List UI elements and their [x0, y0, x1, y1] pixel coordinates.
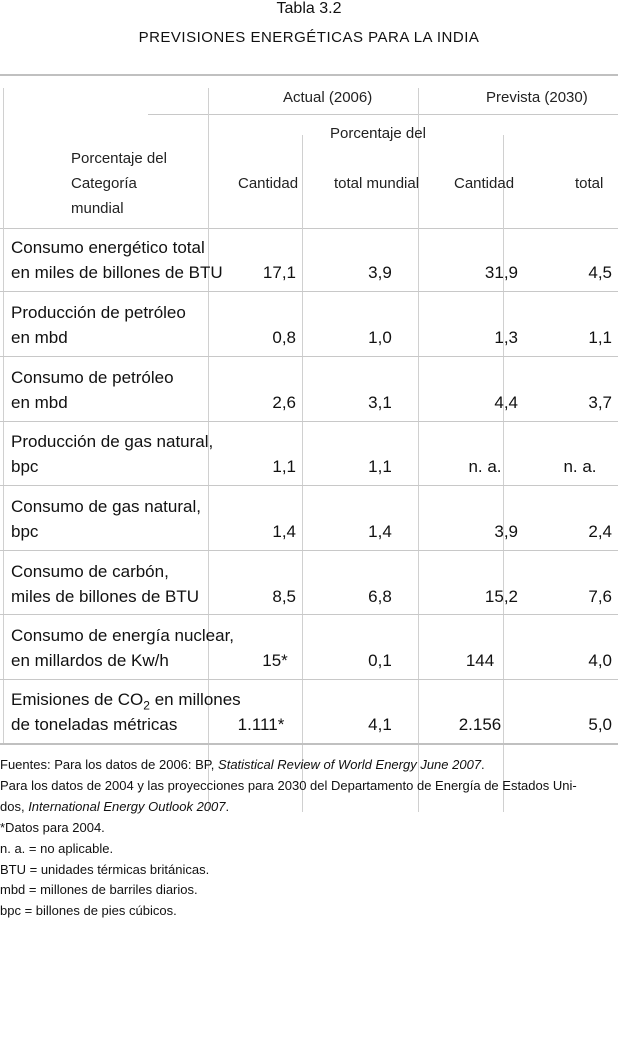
row-divider [0, 421, 618, 422]
cell-actual-cantidad: 8,5 [272, 587, 296, 606]
col-divider-2 [302, 135, 303, 812]
col-divider-3 [418, 88, 419, 812]
row-label-line1: Consumo de gas natural, [11, 497, 201, 516]
cell-prevista-cantidad: 31,9 [484, 263, 518, 282]
cell-actual-porcentaje: 1,1 [368, 457, 392, 476]
cell-actual-cantidad: 0,8 [272, 328, 296, 347]
footnote-cont-text: dos, [0, 799, 29, 814]
cell-actual-porcentaje: 3,9 [368, 263, 392, 282]
footnote-bpc: bpc = billones de pies cúbicos. [0, 903, 177, 918]
table-bottom-border [0, 743, 618, 745]
row-label-line2: de toneladas métricas [11, 715, 178, 734]
row-label-line1: Producción de petróleo [11, 303, 186, 322]
footnote-asterisk: *Datos para 2004. [0, 820, 105, 835]
cell-actual-cantidad: 1,1 [272, 457, 296, 476]
cell-prevista-porcentaje: 4,0 [588, 651, 612, 670]
row-label-line2: en mbd [11, 393, 68, 412]
footnote-cont-end: . [225, 799, 230, 814]
header-category-line3: mundial [71, 200, 124, 217]
table-top-border [0, 74, 618, 76]
cell-prevista-porcentaje: 5,0 [588, 715, 612, 734]
row-label-line1: Emisiones de CO2 en millones [11, 690, 241, 712]
row-label-line2: en mbd [11, 328, 68, 347]
footnote-btu: BTU = unidades térmicas británicas. [0, 862, 210, 877]
cell-actual-porcentaje: 1,0 [368, 328, 392, 347]
footnote-mbd: mbd = millones de barriles diarios. [0, 882, 198, 897]
row-divider [0, 291, 618, 292]
row-label-line1: Consumo de carbón, [11, 562, 169, 581]
cell-prevista-cantidad: n. a. [468, 457, 502, 476]
row-label-line2: en millardos de Kw/h [11, 651, 169, 670]
cell-prevista-cantidad: 4,4 [494, 393, 518, 412]
header-total-mundial: total mundial [334, 175, 420, 192]
cell-prevista-cantidad: 144 [465, 651, 495, 670]
left-border [3, 88, 4, 744]
cell-prevista-cantidad: 3,9 [494, 522, 518, 541]
footnote-sources: Fuentes: Para los datos de 2006: BP, Sta… [0, 755, 485, 775]
header-prevista-2030: Prevista (2030) [486, 89, 588, 106]
cell-prevista-porcentaje: 4,5 [588, 263, 612, 282]
header-actual-2006: Actual (2006) [283, 89, 373, 106]
row-divider [0, 485, 618, 486]
row-label-line2: bpc [11, 522, 39, 541]
row-divider [0, 550, 618, 551]
cell-actual-cantidad: 1.111* [237, 715, 285, 734]
footnote-cont-title: International Energy Outlook 2007 [28, 799, 226, 814]
cell-prevista-porcentaje: 1,1 [588, 328, 612, 347]
cell-actual-porcentaje: 4,1 [368, 715, 392, 734]
row-label-line1: Consumo de energía nuclear, [11, 626, 235, 645]
cell-actual-cantidad: 2,6 [272, 393, 296, 412]
row-label-line2: en miles de billones de BTU [11, 263, 223, 282]
cell-actual-porcentaje: 3,1 [368, 393, 392, 412]
footnote-sources-text: Fuentes: Para los datos de 2006: BP, [0, 757, 219, 772]
cell-prevista-porcentaje: 2,4 [588, 522, 612, 541]
cell-actual-porcentaje: 0,1 [368, 651, 392, 670]
header-bottom-border [0, 228, 618, 229]
header-total: total [575, 175, 604, 192]
cell-actual-porcentaje: 6,8 [368, 587, 392, 606]
header-porcentaje-del: Porcentaje del [330, 125, 426, 142]
cell-actual-cantidad: 17,1 [262, 263, 296, 282]
table-title: PREVISIONES ENERGÉTICAS PARA LA INDIA [138, 29, 480, 46]
footnote-na: n. a. = no aplicable. [0, 841, 114, 856]
header-category-line1: Porcentaje del [71, 150, 167, 167]
cell-prevista-cantidad: 15,2 [484, 587, 518, 606]
cell-prevista-porcentaje: n. a. [563, 457, 597, 476]
cell-actual-porcentaje: 1,4 [368, 522, 392, 541]
co2-subscript: 2 [143, 698, 150, 713]
footnote-2004-data-cont: dos, International Energy Outlook 2007. [0, 797, 229, 817]
footnote-sources-title: Statistical Review of World Energy June … [218, 757, 482, 772]
row-divider [0, 679, 618, 680]
header-group-divider [148, 114, 618, 115]
row-label-line1: Consumo energético total [11, 238, 205, 257]
row-label-line2: miles de billones de BTU [11, 587, 200, 606]
co2-label-pre: Emisiones de CO [11, 690, 144, 709]
footnote-2004-data: Para los datos de 2004 y las proyeccione… [0, 778, 577, 793]
cell-prevista-cantidad: 1,3 [494, 328, 518, 347]
row-label-line1: Producción de gas natural, [11, 432, 214, 451]
row-divider [0, 614, 618, 615]
header-cantidad-actual: Cantidad [238, 175, 299, 192]
co2-label-post: en millones [149, 690, 241, 709]
row-label-line2: bpc [11, 457, 39, 476]
cell-prevista-porcentaje: 3,7 [588, 393, 612, 412]
col-divider-4 [503, 135, 504, 812]
row-label-line1: Consumo de petróleo [11, 368, 174, 387]
header-category-line2: Categoría [71, 175, 137, 192]
col-divider-1 [208, 88, 209, 812]
row-divider [0, 356, 618, 357]
cell-actual-cantidad: 15* [262, 651, 288, 670]
cell-prevista-porcentaje: 7,6 [588, 587, 612, 606]
cell-prevista-cantidad: 2.156 [458, 715, 502, 734]
header-cantidad-prevista: Cantidad [454, 175, 515, 192]
footnote-sources-end: . [481, 757, 485, 772]
table-number: Tabla 3.2 [276, 0, 342, 17]
cell-actual-cantidad: 1,4 [272, 522, 296, 541]
